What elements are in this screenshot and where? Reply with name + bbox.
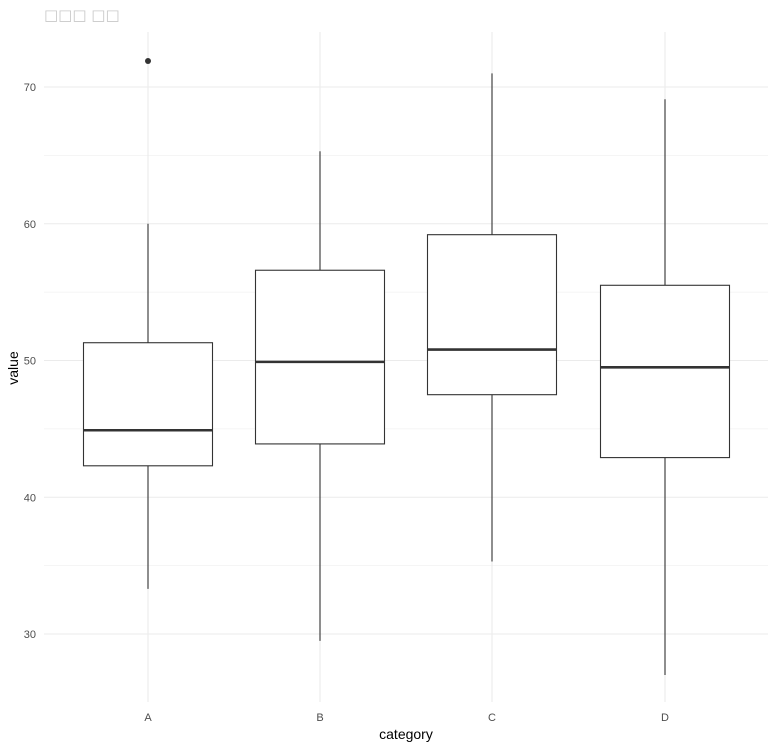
x-tick-label: B [316, 712, 323, 724]
y-tick-label: 30 [24, 629, 36, 641]
y-tick-label: 60 [24, 219, 36, 231]
box-A [82, 58, 214, 589]
y-tick-label: 40 [24, 492, 36, 504]
y-axis-title: value [5, 351, 21, 385]
box-C [426, 73, 558, 562]
box-D [599, 99, 731, 676]
outlier-point [145, 58, 151, 65]
y-tick-label: 70 [24, 82, 36, 94]
box-iqr [426, 234, 558, 396]
box-iqr [82, 342, 214, 467]
boxes [82, 58, 731, 676]
x-tick-label: A [144, 712, 152, 724]
y-tick-label: 50 [24, 356, 36, 368]
box-B [254, 151, 386, 641]
x-tick-label: D [661, 712, 669, 724]
chart-title: □□□ □□ [44, 6, 120, 24]
x-axis-title: category [379, 726, 433, 742]
axis-ticks: 30 40 50 60 70 A B C D [24, 82, 669, 724]
box-iqr [254, 269, 386, 445]
x-tick-label: C [488, 712, 496, 724]
box-iqr [599, 284, 731, 459]
